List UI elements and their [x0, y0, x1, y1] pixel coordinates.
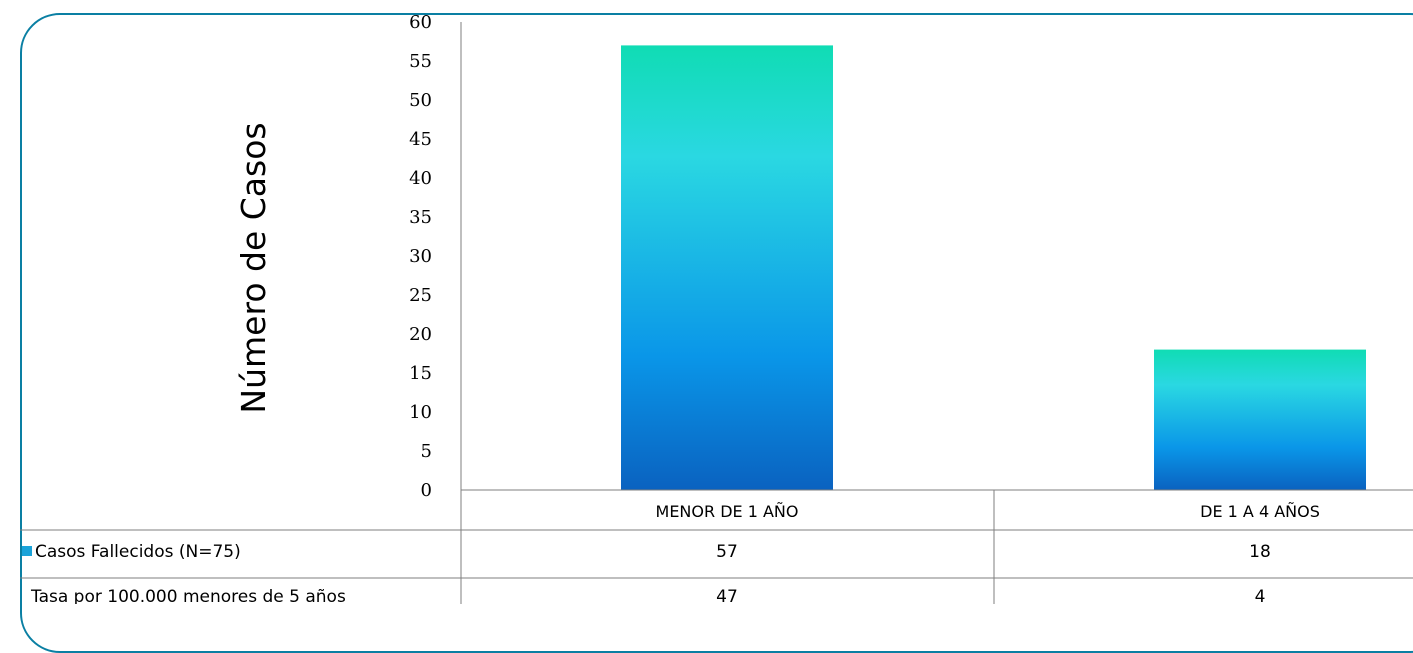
- bar-0: [621, 45, 833, 491]
- y-tick-label-5: 25: [409, 285, 432, 306]
- y-tick-label-8: 40: [409, 168, 432, 189]
- y-tick-label-1: 5: [421, 441, 432, 462]
- bar-1: [1154, 349, 1366, 490]
- table-cell-0-0: 57: [716, 542, 738, 562]
- y-tick-label-6: 30: [409, 246, 432, 267]
- category-label-1: DE 1 A 4 AÑOS: [1200, 502, 1320, 521]
- y-tick-label-10: 50: [409, 90, 432, 111]
- y-tick-label-0: 0: [421, 480, 432, 501]
- y-tick-label-3: 15: [409, 363, 432, 384]
- y-axis-title: Número de Casos: [234, 122, 273, 413]
- y-tick-label-2: 10: [409, 402, 432, 423]
- y-tick-label-11: 55: [409, 51, 432, 72]
- table-row-label-1: Tasa por 100.000 menores de 5 años: [30, 587, 346, 604]
- y-tick-label-12: 60: [409, 12, 432, 33]
- table-grid: [20, 22, 1413, 604]
- y-tick-label-4: 20: [409, 324, 432, 345]
- table-cell-1-0: 47: [716, 587, 738, 604]
- y-axis-ticks: 0 5 10 15 20 25 30 35 40 45 50 55 60: [409, 12, 432, 501]
- table-cell-0-1: 18: [1249, 542, 1271, 562]
- bar-chart: Número de Casos 0 5 10 15 20 25 30 35 40 45 50 55 60…: [20, 12, 1413, 604]
- table-cell-1-1: 4: [1255, 587, 1266, 604]
- category-label-0: MENOR DE 1 AÑO: [656, 502, 799, 521]
- bars-group: [621, 45, 1366, 491]
- legend-key: [22, 546, 32, 556]
- table-row-label-0: Casos Fallecidos (N=75): [35, 542, 241, 562]
- y-tick-label-9: 45: [409, 129, 432, 150]
- y-tick-label-7: 35: [409, 207, 432, 228]
